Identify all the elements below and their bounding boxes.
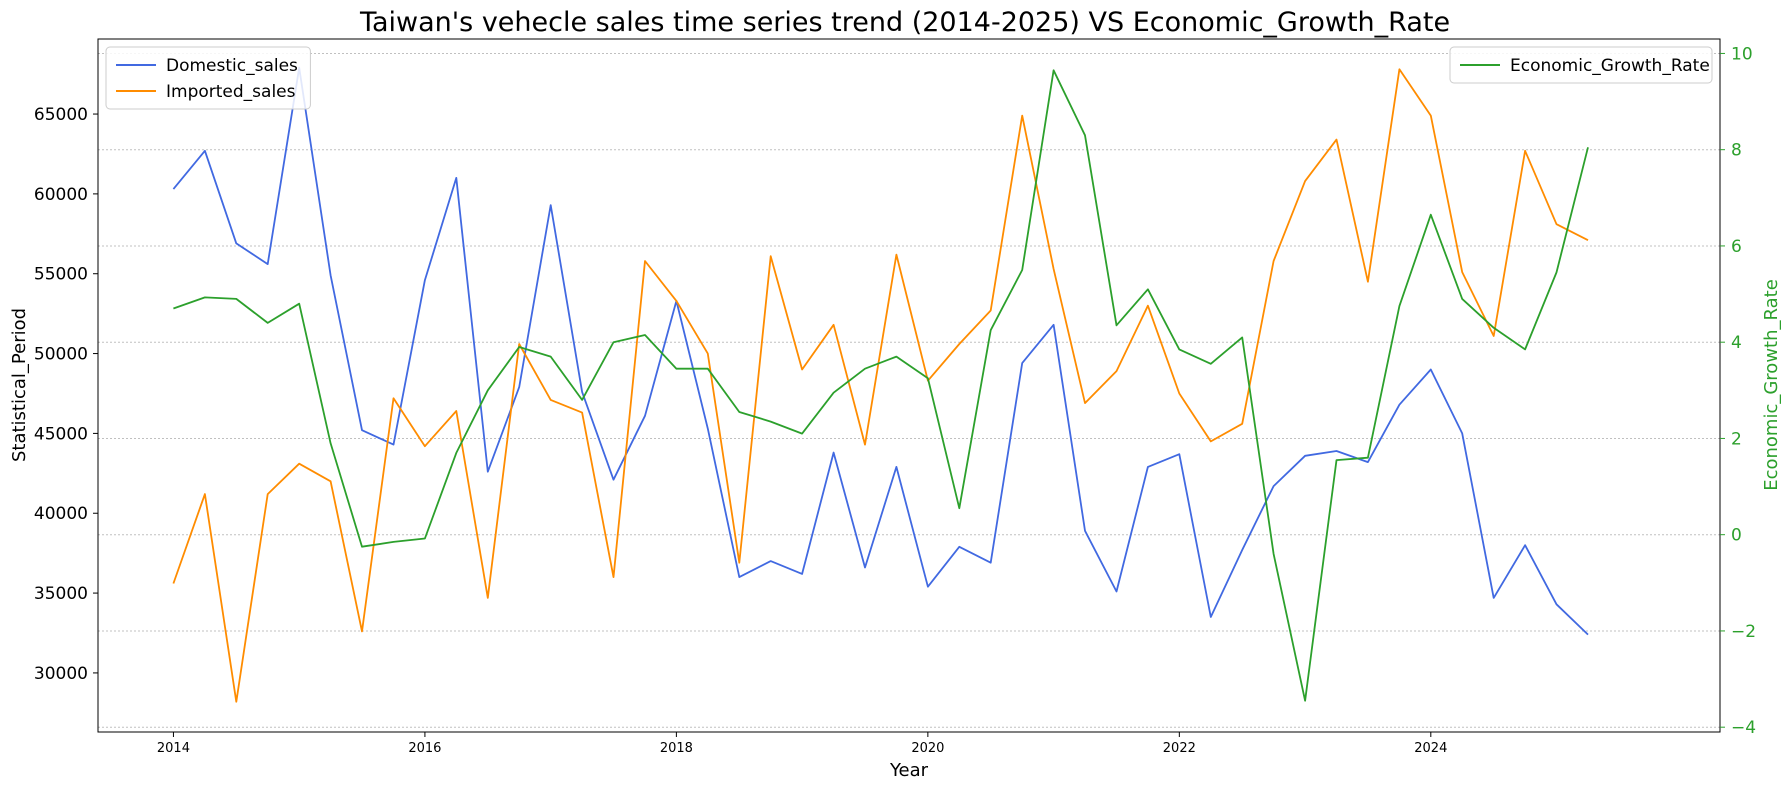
x-tick-label: 2014 <box>157 741 190 756</box>
series-line-economic-growth-rate <box>173 69 1589 702</box>
y-axis-right-label: Economic_Growth_Rate <box>1761 279 1782 491</box>
y-left-tick-label: 65000 <box>34 105 88 125</box>
x-tick-label: 2024 <box>1414 741 1447 756</box>
y-left-tick-label: 35000 <box>34 584 88 604</box>
gridlines <box>98 52 1720 728</box>
x-tick-label: 2020 <box>911 741 944 756</box>
legend-right: Economic_Growth_Rate <box>1449 46 1713 84</box>
y-right-tick-label: 8 <box>1731 141 1742 161</box>
legend-box <box>1449 46 1713 84</box>
series-line-domestic-sales <box>172 66 1589 636</box>
legend-label-imported-sales: Imported_sales <box>166 82 296 102</box>
x-axis: 2014 2016 2018 2020 2022 2024 <box>157 732 1447 756</box>
series-layer <box>172 66 1589 703</box>
x-tick-label: 2016 <box>408 741 441 756</box>
y-right-tick-label: −2 <box>1731 622 1756 642</box>
chart-title: Taiwan's vehecle sales time series trend… <box>359 7 1450 38</box>
y-left-tick-label: 55000 <box>34 265 88 285</box>
legend-label-domestic-sales: Domestic_sales <box>166 56 298 76</box>
y-right-tick-label: 10 <box>1731 44 1753 64</box>
y-axis-left: 30000 35000 40000 45000 50000 55000 60000 65000 <box>34 105 98 684</box>
y-axis-left-label: Statistical_Period <box>9 308 30 462</box>
x-tick-label: 2022 <box>1163 741 1196 756</box>
y-left-tick-label: 60000 <box>34 185 88 205</box>
y-right-tick-label: 4 <box>1731 333 1742 353</box>
y-left-tick-label: 40000 <box>34 504 88 524</box>
y-axis-right: −4 −2 0 2 4 6 8 10 <box>1720 44 1756 738</box>
y-left-tick-label: 45000 <box>34 424 88 444</box>
legend-label-economic-growth-rate: Economic_Growth_Rate <box>1510 56 1710 76</box>
legend-left: Domestic_sales Imported_sales <box>105 46 311 110</box>
y-right-tick-label: 0 <box>1731 526 1742 546</box>
y-right-tick-label: 2 <box>1731 429 1742 449</box>
y-left-tick-label: 50000 <box>34 345 88 365</box>
x-tick-label: 2018 <box>660 741 693 756</box>
y-right-tick-label: −4 <box>1731 718 1756 738</box>
x-axis-label: Year <box>889 760 929 781</box>
series-line-imported-sales <box>172 68 1589 703</box>
y-right-tick-label: 6 <box>1731 237 1742 257</box>
legend-box <box>105 46 311 110</box>
y-left-tick-label: 30000 <box>34 664 88 684</box>
plot-frame <box>97 38 1721 733</box>
